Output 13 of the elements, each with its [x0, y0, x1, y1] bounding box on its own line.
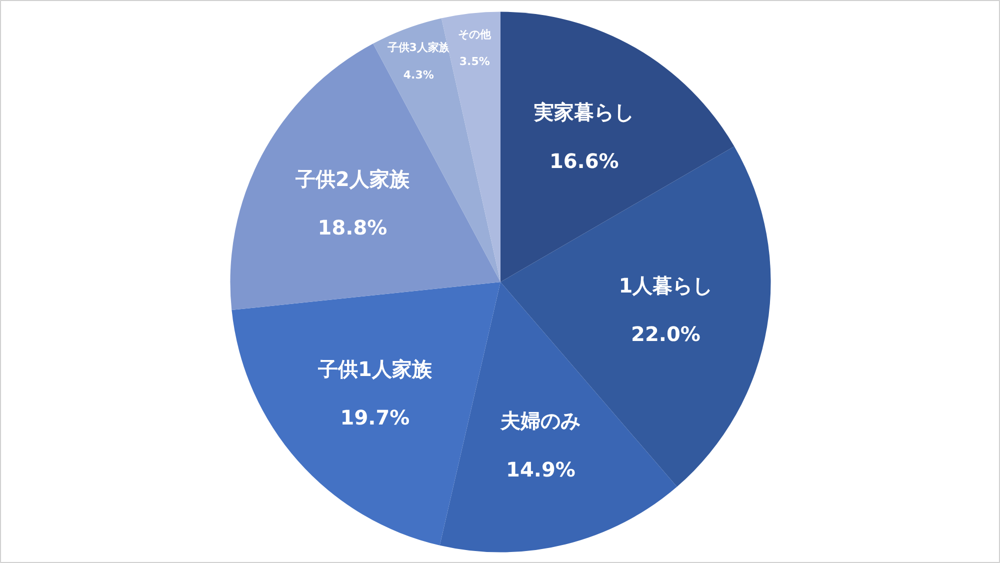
data-label: 4.3%	[403, 68, 434, 82]
slice-label: 夫婦のみ	[500, 408, 581, 433]
data-label: 14.9%	[506, 457, 576, 482]
data-label: 22.0%	[631, 322, 700, 346]
slice-label: 子供2人家族	[294, 166, 410, 191]
data-label: 3.5%	[459, 54, 490, 68]
data-label: 16.6%	[549, 148, 619, 173]
slice-label: 1人暮らし	[618, 274, 713, 298]
slice-label: 実家暮らし	[533, 100, 634, 124]
slice-label: 子供1人家族	[317, 356, 433, 381]
slice-label: その他	[458, 28, 492, 41]
data-label: 19.7%	[340, 406, 410, 430]
data-label: 18.8%	[318, 216, 388, 240]
